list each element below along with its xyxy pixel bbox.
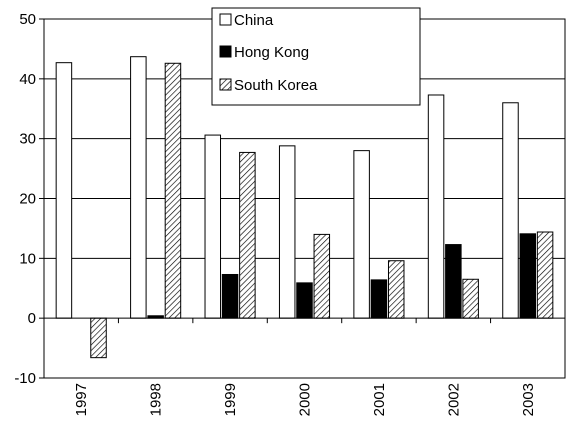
bar-china-1999 <box>204 134 222 319</box>
x-tick-label: 2003 <box>520 383 537 416</box>
y-tick-label: 20 <box>19 191 36 208</box>
legend-swatch-south-korea <box>219 78 232 91</box>
legend: China Hong Kong South Korea <box>211 7 421 106</box>
legend-swatch-hong-kong <box>219 45 232 58</box>
bars <box>55 56 554 359</box>
x-tick-label: 2000 <box>297 383 314 416</box>
bar-hong-kong-1999 <box>221 273 239 319</box>
bar-hong-kong-2001 <box>370 279 388 319</box>
x-tick-label: 1998 <box>148 383 165 416</box>
y-tick-label: 50 <box>19 11 36 28</box>
bar-south-korea-1999 <box>239 151 256 319</box>
x-tick-label: 1999 <box>222 383 239 416</box>
legend-box <box>211 7 421 106</box>
y-tick-label: -10 <box>14 370 36 387</box>
bar-china-2002 <box>427 94 445 319</box>
y-tick-label: 10 <box>19 250 36 267</box>
legend-item-south-korea: South Korea <box>219 77 318 94</box>
y-tick-label: 0 <box>28 310 36 327</box>
bar-china-1998 <box>130 56 147 319</box>
legend-item-hong-kong: Hong Kong <box>219 44 309 61</box>
bar-south-korea-2001 <box>387 260 405 319</box>
legend-label-china: China <box>234 12 274 29</box>
x-tick-label: 2002 <box>445 383 462 416</box>
bar-hong-kong-2000 <box>296 282 313 319</box>
y-tick-label: 30 <box>19 131 36 148</box>
tick-labels: -10 0 10 20 30 40 50 1997 1998 1999 2000 2001 2002 20… <box>14 11 536 416</box>
bar-hong-kong-2003 <box>519 233 537 319</box>
bar-south-korea-2002 <box>462 278 479 319</box>
bar-china-1997 <box>55 62 73 319</box>
bar-china-2000 <box>278 145 296 319</box>
legend-label-hong-kong: Hong Kong <box>234 44 309 61</box>
x-tick-label: 2001 <box>371 383 388 416</box>
x-tick-label: 1997 <box>73 383 90 416</box>
bar-china-2003 <box>502 102 519 319</box>
legend-label-south-korea: South Korea <box>234 77 318 94</box>
bar-south-korea-2000 <box>313 233 331 319</box>
bar-south-korea-2003 <box>536 231 554 319</box>
y-tick-label: 40 <box>19 71 36 88</box>
bar-south-korea-1998 <box>164 62 182 319</box>
bar-south-korea-1997 <box>90 317 107 359</box>
legend-item-china: China <box>219 12 274 29</box>
legend-swatch-china <box>219 13 232 26</box>
bar-hong-kong-2002 <box>445 244 462 319</box>
bar-china-2001 <box>353 150 370 319</box>
